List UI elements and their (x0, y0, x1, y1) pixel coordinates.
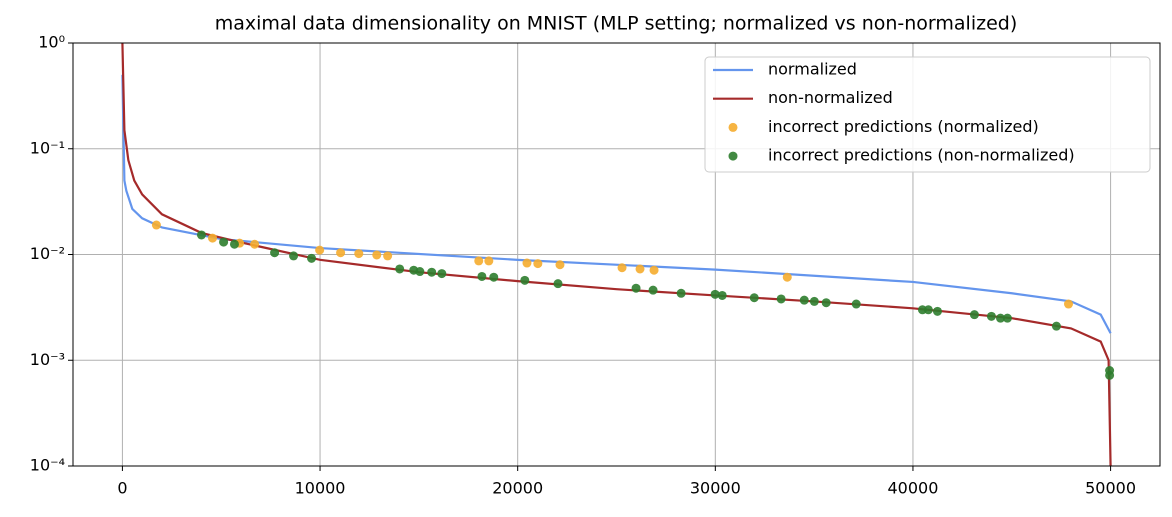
legend-label: normalized (768, 60, 857, 79)
scatter-point (1063, 299, 1073, 309)
scatter-point (196, 230, 206, 240)
scatter-point (533, 259, 543, 269)
scatter-point (395, 264, 405, 274)
scatter-point (717, 290, 727, 300)
legend-label: incorrect predictions (non-normalized) (768, 146, 1075, 165)
scatter-point (477, 271, 487, 281)
scatter-point (229, 239, 239, 249)
scatter-point (208, 233, 218, 243)
y-tick-label: 10⁻² (30, 244, 65, 263)
scatter-point (219, 237, 229, 247)
legend-marker (728, 122, 738, 132)
scatter-point (676, 288, 686, 298)
scatter-point (484, 256, 494, 266)
scatter-point (289, 251, 299, 261)
scatter-point (782, 272, 792, 282)
scatter-point (336, 248, 346, 258)
scatter-point (489, 272, 499, 282)
plot-area (121, 43, 1115, 466)
scatter-point (520, 275, 530, 285)
scatter-point (648, 285, 658, 295)
x-tick-label: 30000 (690, 479, 741, 498)
scatter-point (555, 260, 565, 270)
scatter-point (617, 263, 627, 273)
scatter-point (354, 249, 364, 259)
legend-label: incorrect predictions (normalized) (768, 117, 1039, 136)
scatter-point (710, 289, 720, 299)
scatter-point (151, 220, 161, 230)
x-tick-label: 10000 (295, 479, 346, 498)
y-tick-label: 10⁻⁴ (30, 456, 65, 475)
scatter-point (923, 305, 933, 315)
legend-box (704, 56, 1151, 173)
y-tick-label: 10⁻¹ (30, 138, 65, 157)
scatter-point (799, 295, 809, 305)
scatter-point (372, 250, 382, 260)
scatter-point (969, 310, 979, 320)
scatter-point (270, 248, 280, 258)
scatter-point (851, 299, 861, 309)
legend-marker (728, 151, 738, 161)
scatter-point (553, 279, 563, 289)
scatter-point (649, 265, 659, 275)
scatter-point (383, 251, 393, 261)
scatter-point (1002, 313, 1012, 323)
x-tick-label: 40000 (888, 479, 939, 498)
scatter-point (522, 258, 532, 268)
scatter-point (427, 267, 437, 277)
y-tick-label: 10⁻³ (30, 350, 65, 369)
line (121, 43, 1112, 466)
scatter-point (437, 269, 447, 279)
y-tick-label: 10⁰ (38, 33, 65, 52)
chart-title: maximal data dimensionality on MNIST (ML… (215, 13, 1018, 35)
scatter-point (307, 253, 317, 263)
scatter-point (996, 313, 1006, 323)
scatter-point (1051, 321, 1061, 331)
scatter-point (315, 245, 325, 255)
plot-frame (72, 42, 1161, 467)
scatter-point (821, 298, 831, 308)
x-tick-label: 20000 (492, 479, 543, 498)
scatter-point (932, 306, 942, 316)
scatter-point (986, 311, 996, 321)
scatter-point (1105, 370, 1115, 380)
scatter-point (415, 267, 425, 277)
scatter-point (631, 283, 641, 293)
scatter-point (749, 293, 759, 303)
scatter-point (809, 296, 819, 306)
scatter-point (250, 239, 260, 249)
x-tick-label: 50000 (1085, 479, 1136, 498)
scatter-point (776, 294, 786, 304)
x-tick-label: 0 (117, 479, 127, 498)
scatter-point (474, 256, 484, 266)
scatter-point (635, 264, 645, 274)
legend-label: non-normalized (768, 88, 893, 107)
